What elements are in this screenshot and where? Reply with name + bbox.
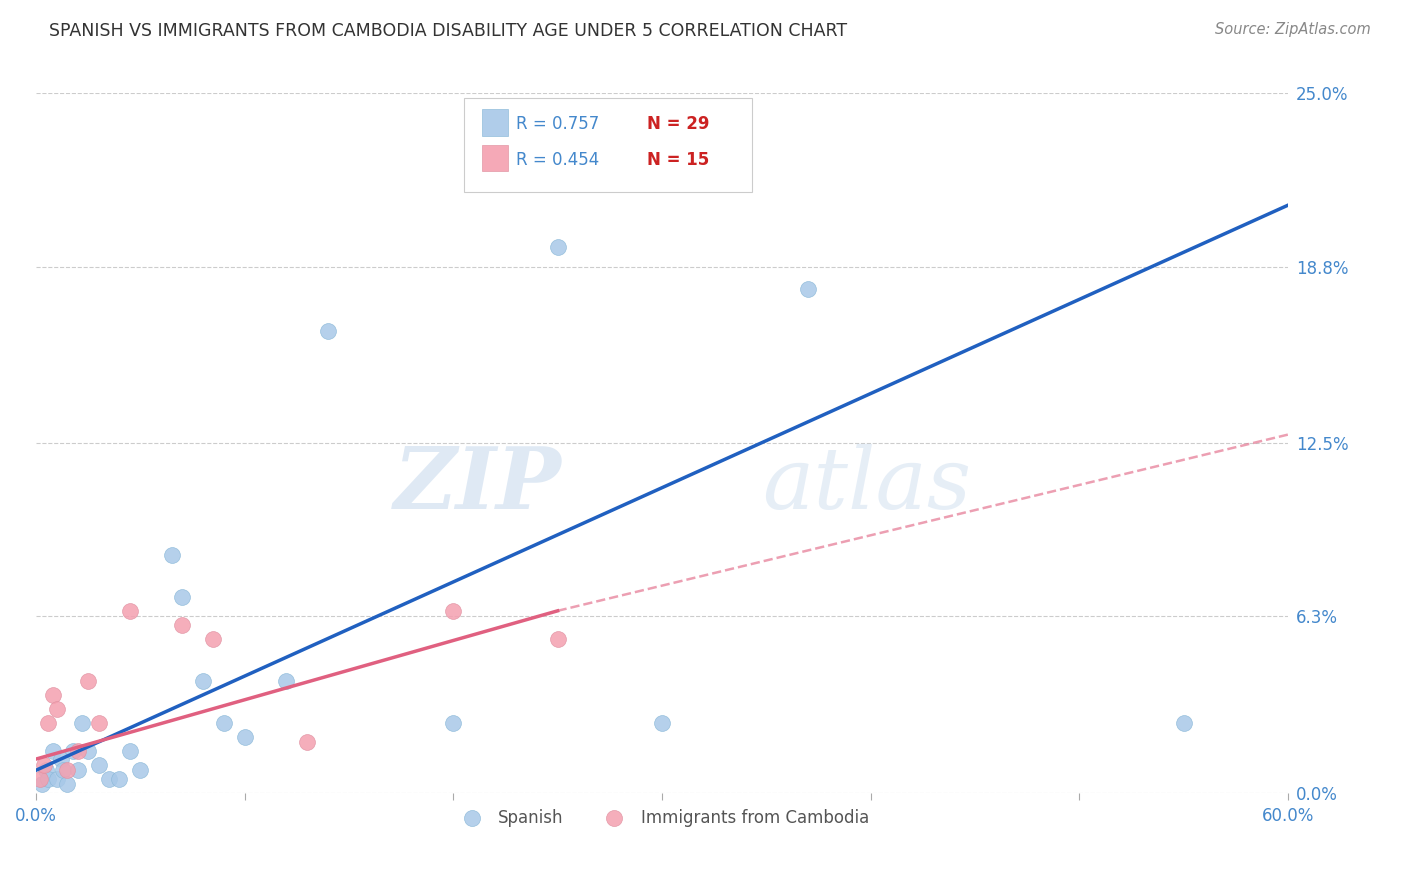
Point	[547, 240, 569, 254]
Point	[170, 617, 193, 632]
Point	[87, 757, 110, 772]
Point	[160, 548, 183, 562]
Point	[1173, 715, 1195, 730]
Text: R = 0.454: R = 0.454	[516, 151, 599, 169]
Text: SPANISH VS IMMIGRANTS FROM CAMBODIA DISABILITY AGE UNDER 5 CORRELATION CHART: SPANISH VS IMMIGRANTS FROM CAMBODIA DISA…	[49, 22, 848, 40]
Point	[118, 604, 141, 618]
Point	[441, 604, 464, 618]
Point	[170, 590, 193, 604]
Point	[31, 777, 53, 791]
Point	[547, 632, 569, 646]
Point	[70, 715, 93, 730]
Text: N = 15: N = 15	[647, 151, 709, 169]
Point	[35, 764, 58, 778]
Point	[32, 757, 55, 772]
Point	[651, 715, 673, 730]
Text: Source: ZipAtlas.com: Source: ZipAtlas.com	[1215, 22, 1371, 37]
Point	[118, 744, 141, 758]
Point	[202, 632, 225, 646]
Point	[316, 324, 339, 338]
Point	[129, 764, 152, 778]
Point	[56, 777, 79, 791]
Text: atlas: atlas	[762, 443, 972, 526]
Point	[108, 772, 131, 786]
Point	[41, 688, 63, 702]
Text: ZIP: ZIP	[394, 443, 562, 526]
Point	[45, 772, 67, 786]
Point	[66, 764, 89, 778]
Point	[52, 764, 75, 778]
Point	[66, 744, 89, 758]
Point	[49, 752, 72, 766]
Point	[62, 744, 84, 758]
Point	[441, 715, 464, 730]
Point	[212, 715, 235, 730]
Point	[56, 764, 79, 778]
Text: N = 29: N = 29	[647, 115, 709, 133]
Point	[87, 715, 110, 730]
Point	[77, 744, 100, 758]
Point	[77, 673, 100, 688]
Point	[45, 702, 67, 716]
Point	[233, 730, 256, 744]
Point	[30, 772, 52, 786]
Point	[276, 673, 298, 688]
Point	[37, 715, 59, 730]
Text: R = 0.757: R = 0.757	[516, 115, 599, 133]
Legend: Spanish, Immigrants from Cambodia: Spanish, Immigrants from Cambodia	[449, 802, 876, 833]
Point	[98, 772, 121, 786]
Point	[295, 735, 318, 749]
Point	[797, 282, 820, 296]
Point	[41, 744, 63, 758]
Point	[191, 673, 214, 688]
Point	[37, 772, 59, 786]
